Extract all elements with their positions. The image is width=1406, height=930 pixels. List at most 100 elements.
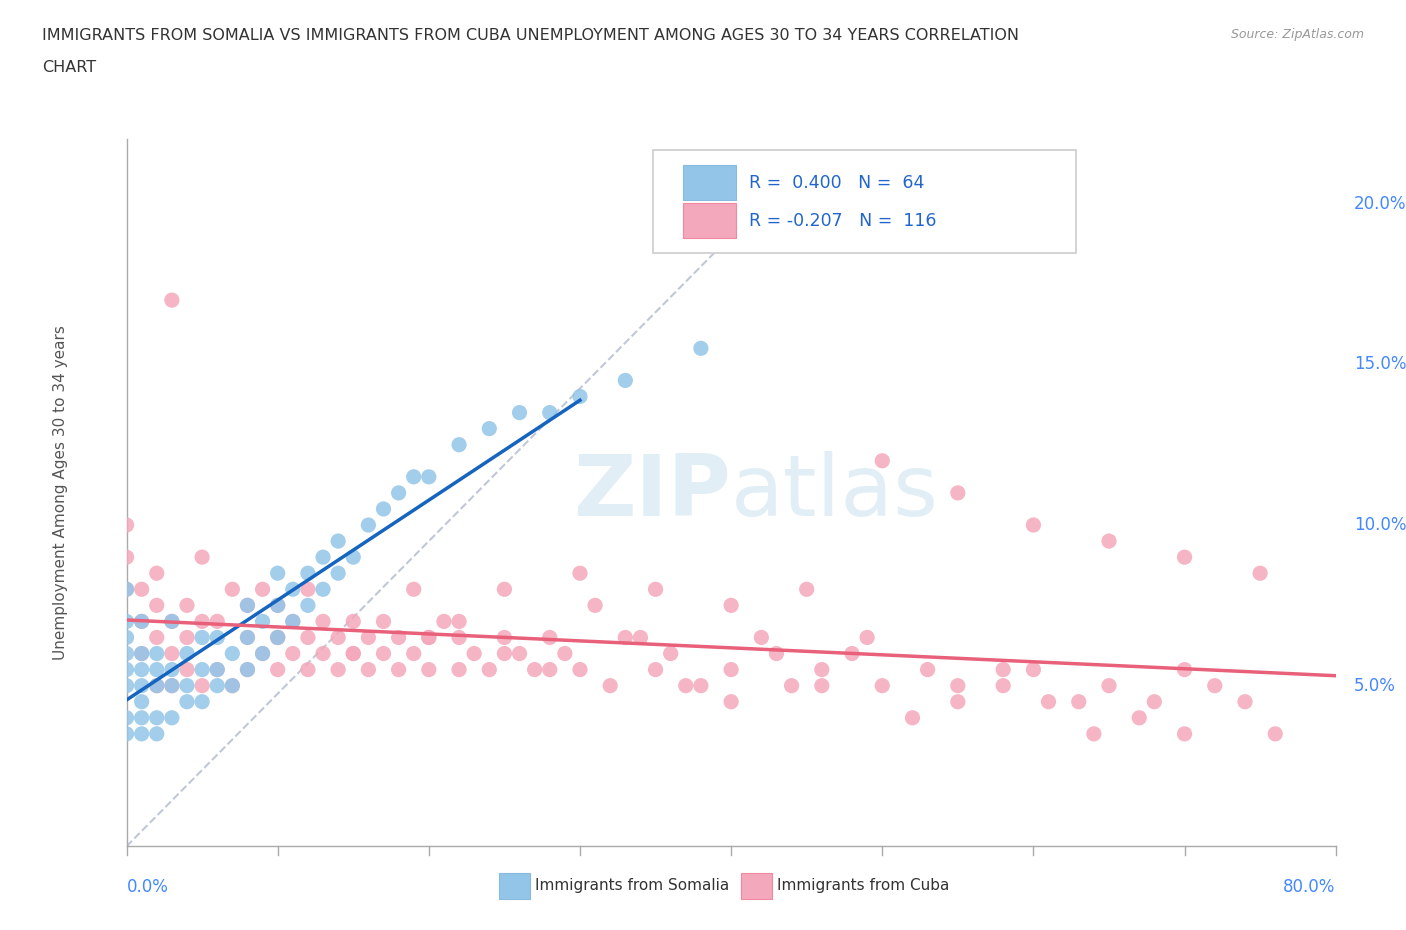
Point [1022,662,1045,677]
Point [326,630,350,644]
Point [115,518,138,533]
Text: R = -0.207   N =  116: R = -0.207 N = 116 [749,212,936,230]
Point [205,662,228,677]
Point [115,550,138,565]
Point [267,598,290,613]
Point [872,678,894,693]
Text: Unemployment Among Ages 30 to 34 years: Unemployment Among Ages 30 to 34 years [52,326,67,660]
Point [509,646,531,661]
Point [267,630,290,644]
Point [538,630,561,644]
FancyBboxPatch shape [683,203,735,238]
Text: R =  0.400   N =  64: R = 0.400 N = 64 [749,174,925,192]
Text: IMMIGRANTS FROM SOMALIA VS IMMIGRANTS FROM CUBA UNEMPLOYMENT AMONG AGES 30 TO 34: IMMIGRANTS FROM SOMALIA VS IMMIGRANTS FR… [42,28,1019,43]
Point [297,598,319,613]
Point [131,695,153,710]
Point [131,614,153,629]
Point [447,630,470,644]
Point [418,470,440,485]
Point [252,646,274,661]
Text: 80.0%: 80.0% [1284,878,1336,897]
Point [236,630,259,644]
Point [478,662,501,677]
Point [1128,711,1150,725]
Point [675,678,697,693]
Point [131,711,153,725]
Point [751,630,773,644]
FancyBboxPatch shape [683,165,735,200]
Point [297,662,319,677]
Point [115,662,138,677]
Point [281,582,304,597]
Point [205,662,228,677]
Point [644,582,666,597]
Point [1143,695,1166,710]
Point [418,630,440,644]
Text: atlas: atlas [731,451,939,535]
Point [221,678,243,693]
Point [810,678,832,693]
Point [433,614,456,629]
Point [494,582,516,597]
Point [252,646,274,661]
Point [146,565,169,580]
Point [146,678,169,693]
Point [418,630,440,644]
Point [191,662,214,677]
Point [115,726,138,741]
Point [312,550,335,565]
Text: ZIP: ZIP [574,451,731,535]
Point [267,662,290,677]
Point [720,598,742,613]
Point [146,646,169,661]
Point [115,646,138,661]
Text: 0.0%: 0.0% [127,878,169,897]
Point [176,695,198,710]
Point [146,711,169,725]
Point [267,598,290,613]
Point [765,646,787,661]
Text: Immigrants from Cuba: Immigrants from Cuba [778,878,949,894]
Point [917,662,939,677]
Point [689,341,711,356]
Point [297,582,319,597]
Point [1264,726,1286,741]
Point [252,582,274,597]
Point [599,678,621,693]
Point [267,565,290,580]
Point [236,662,259,677]
Point [1022,518,1045,533]
Point [1249,565,1271,580]
Point [267,630,290,644]
Point [115,614,138,629]
Point [494,630,516,644]
Point [614,373,637,388]
Point [402,470,425,485]
Point [720,662,742,677]
Point [1173,550,1195,565]
Point [856,630,879,644]
Point [342,646,364,661]
Point [630,630,652,644]
Text: 10.0%: 10.0% [1354,516,1406,534]
Point [312,582,335,597]
Point [373,646,395,661]
Point [191,614,214,629]
Point [373,501,395,516]
Point [281,646,304,661]
Point [993,678,1015,693]
Point [568,389,592,404]
Point [281,614,304,629]
Point [131,678,153,693]
Point [176,678,198,693]
Point [494,646,516,661]
Point [447,437,470,452]
Point [1173,662,1195,677]
Point [780,678,803,693]
Point [326,534,350,549]
Point [205,678,228,693]
Point [342,614,364,629]
Point [1038,695,1060,710]
Point [160,646,183,661]
Point [267,630,290,644]
